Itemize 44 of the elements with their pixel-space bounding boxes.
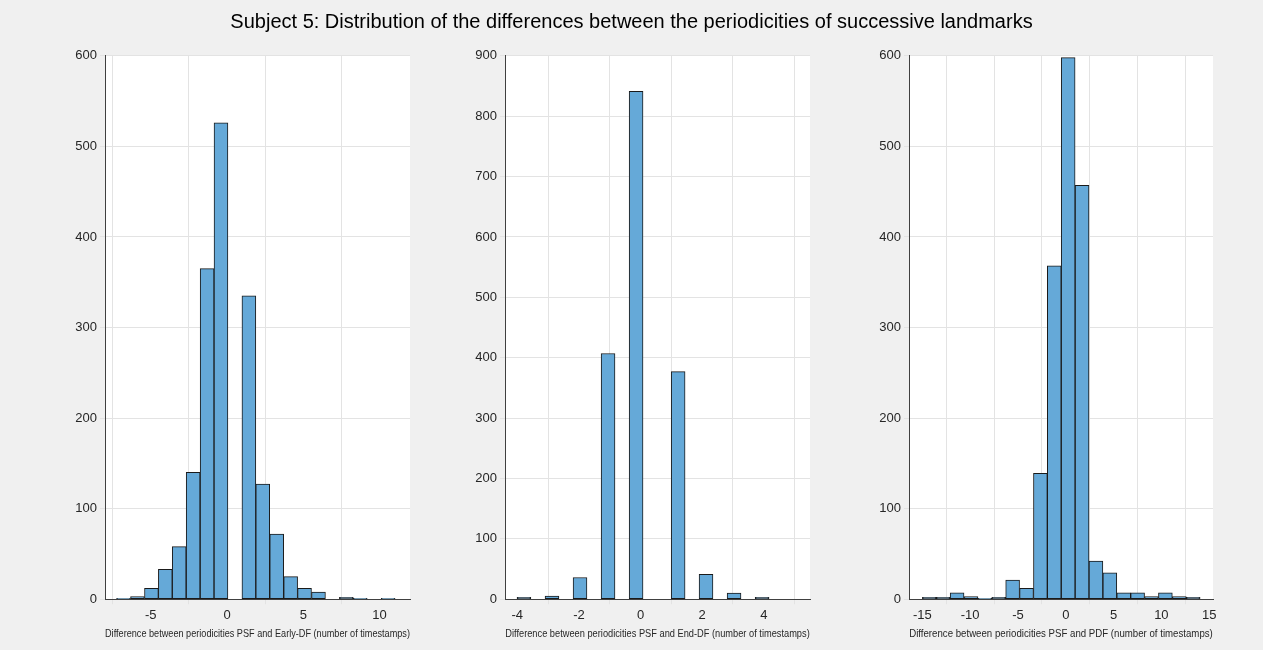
y-tick-label: 600 <box>75 47 97 63</box>
y-tick-label: 800 <box>475 107 497 123</box>
y-tick-label: 500 <box>475 288 497 304</box>
x-tick-label: 5 <box>299 606 307 622</box>
x-tick-label: -5 <box>144 606 157 622</box>
y-tick-label: 300 <box>75 319 97 335</box>
y-tick-label: 0 <box>893 590 901 606</box>
y-tick-label: 600 <box>475 228 497 244</box>
x-axis-title: Difference between periodicities PSF and End-DF (number of timestamps) <box>505 627 810 640</box>
y-tick-label: 300 <box>475 409 497 425</box>
y-tick-label: 0 <box>89 590 97 606</box>
x-tick-label: 0 <box>1062 606 1070 622</box>
x-tick-label: 10 <box>1154 606 1169 622</box>
y-tick-label: 200 <box>475 470 497 486</box>
y-tick-label: 500 <box>75 137 97 153</box>
y-tick-label: 400 <box>75 228 97 244</box>
y-tick-label: 100 <box>879 500 901 516</box>
x-tick-label: -15 <box>912 606 932 622</box>
x-axis-title: Difference between periodicities PSF and Early-DF (number of timestamps) <box>105 627 410 640</box>
y-tick-label: 600 <box>879 47 901 63</box>
x-tick-label: 0 <box>636 606 645 622</box>
y-tick-label: 100 <box>75 500 97 516</box>
y-tick-label: 400 <box>475 349 497 365</box>
x-tick-label: -5 <box>1012 606 1024 622</box>
x-axis-title: Difference between periodicities PSF and PDF (number of timestamps) <box>909 627 1213 640</box>
y-tick-label: 700 <box>475 168 497 184</box>
x-tick-label: -2 <box>573 606 585 622</box>
y-tick-label: 200 <box>75 409 97 425</box>
x-tick-label: 0 <box>223 606 231 622</box>
y-tick-label: 500 <box>879 137 901 153</box>
x-tick-label: 4 <box>760 606 768 622</box>
x-tick-label: 10 <box>372 606 387 622</box>
y-tick-label: 0 <box>489 590 497 606</box>
y-tick-label: 100 <box>475 530 497 546</box>
x-tick-label: 2 <box>698 606 706 622</box>
x-tick-label: -10 <box>960 606 980 622</box>
text: Subject 5: Distribution of the differences between the periodicities of successive landmarks <box>229 10 1034 33</box>
y-tick-label: 400 <box>879 228 901 244</box>
x-tick-label: 5 <box>1109 606 1118 622</box>
y-tick-label: 900 <box>475 47 497 63</box>
y-tick-label: 300 <box>879 319 901 335</box>
x-tick-label: 15 <box>1201 606 1217 622</box>
x-tick-label: -4 <box>511 606 524 622</box>
y-tick-label: 200 <box>879 409 901 425</box>
